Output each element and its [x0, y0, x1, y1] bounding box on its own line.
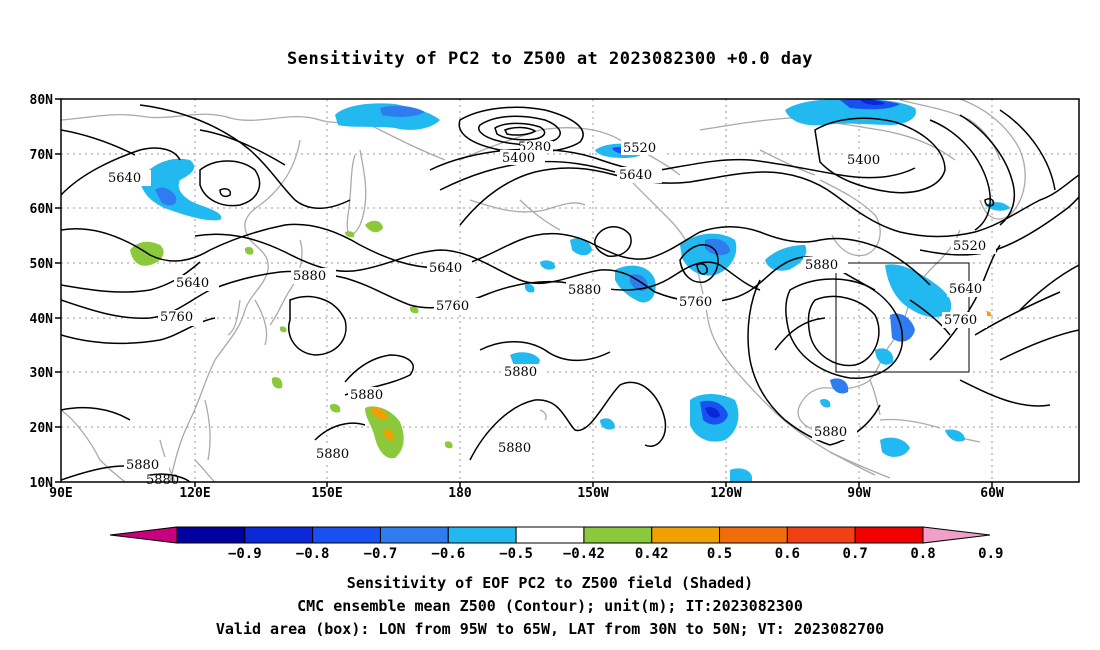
colorbar-swatch [719, 526, 788, 544]
colorbar-label: 0.9 [978, 546, 1003, 562]
lon-label: 120W [710, 486, 741, 501]
contour-label: 5640 [108, 171, 141, 186]
lat-label: 30N [30, 366, 54, 381]
lat-label-group: 80N 70N 60N 50N 40N 30N 20N 10N [30, 93, 54, 491]
contour-label: 5880 [498, 441, 531, 456]
contour-label: 5760 [679, 295, 712, 310]
lon-label-group: 90E 120E 150E 180 150W 120W 90W 60W [49, 486, 1004, 501]
colorbar-label: 0.42 [635, 546, 669, 562]
colorbar-swatch [854, 526, 924, 544]
lat-label: 50N [30, 257, 54, 272]
colorbar-swatch [244, 526, 314, 544]
colorbar-label: 0.5 [707, 546, 732, 562]
colorbar-label: 0.8 [910, 546, 935, 562]
lon-label: 90W [847, 486, 871, 501]
lat-label: 70N [30, 148, 54, 163]
map-title: Sensitivity of PC2 to Z500 at 2023082300… [286, 49, 813, 69]
contour-label: 5880 [126, 458, 159, 473]
lon-label: 180 [448, 486, 472, 501]
lat-label: 80N [30, 93, 54, 108]
contour-label: 5880 [350, 388, 383, 403]
colorbar-swatch [379, 526, 449, 544]
contour-label: 5400 [502, 151, 535, 166]
colorbar-label: −0.6 [431, 546, 465, 562]
colorbar-label: −0.42 [563, 546, 605, 562]
contour-label: 5760 [436, 299, 469, 314]
colorbar-swatch [651, 526, 721, 544]
lon-label: 120E [179, 486, 210, 501]
contour-label: 5640 [619, 168, 652, 183]
colorbar-swatch [312, 526, 381, 544]
contour-label: 5520 [953, 239, 986, 254]
plot-frame [60, 98, 1080, 483]
contour-label: 5880 [568, 283, 601, 298]
lon-label: 60W [980, 486, 1004, 501]
lon-label: 90E [49, 486, 72, 501]
colorbar-labels: −0.9 −0.8 −0.7 −0.6 −0.5 −0.42 0.42 0.5 0.6 0.7 0.… [228, 546, 1004, 562]
contour-label: 5640 [176, 276, 209, 291]
sensitivity-shading [130, 99, 1010, 482]
z500-contours [61, 104, 1079, 482]
colorbar-swatch [786, 526, 856, 544]
footer-line-valid-area: Valid area (box): LON from 95W to 65W, L… [215, 620, 885, 638]
contour-label: 5640 [949, 282, 982, 297]
grid-lines [61, 99, 1079, 482]
colorbar-label: −0.5 [499, 546, 533, 562]
contour-label: 5880 [293, 269, 326, 284]
contour-label: 5640 [429, 261, 462, 276]
lat-label: 40N [30, 312, 54, 327]
lon-label: 150W [577, 486, 608, 501]
lat-label: 60N [30, 202, 54, 217]
colorbar-label: −0.9 [228, 546, 262, 562]
contour-label: 5880 [814, 425, 847, 440]
lon-label: 150E [311, 486, 342, 501]
contour-label: 5760 [944, 313, 977, 328]
contour-label-group: 5640 5640 5760 5880 5640 5760 5880 5760 … [106, 140, 996, 488]
colorbar-label: 0.6 [775, 546, 800, 562]
contour-label: 5880 [805, 258, 838, 273]
colorbar-swatch [583, 526, 653, 544]
colorbar-swatch [922, 526, 991, 544]
colorbar-label: −0.7 [364, 546, 398, 562]
colorbar-label: −0.8 [296, 546, 330, 562]
contour-label: 5880 [146, 473, 179, 488]
colorbar-label: 0.7 [843, 546, 868, 562]
lon-ticks [194, 482, 993, 487]
contour-label: 5880 [504, 365, 537, 380]
contour-label: 5760 [160, 310, 193, 325]
colorbar [109, 526, 991, 544]
colorbar-swatch [176, 526, 246, 544]
lat-label: 10N [30, 476, 54, 491]
contour-label: 5400 [847, 153, 880, 168]
lat-label: 20N [30, 421, 54, 436]
colorbar-swatch [447, 526, 517, 544]
colorbar-swatch [109, 526, 178, 544]
footer-line-shaded: Sensitivity of EOF PC2 to Z500 field (Sh… [346, 574, 754, 592]
footer-line-contour: CMC ensemble mean Z500 (Contour); unit(m… [297, 597, 803, 615]
colorbar-swatch [515, 526, 585, 544]
contour-label: 5880 [316, 447, 349, 462]
lat-ticks [55, 98, 61, 483]
contour-label: 5520 [623, 141, 656, 156]
